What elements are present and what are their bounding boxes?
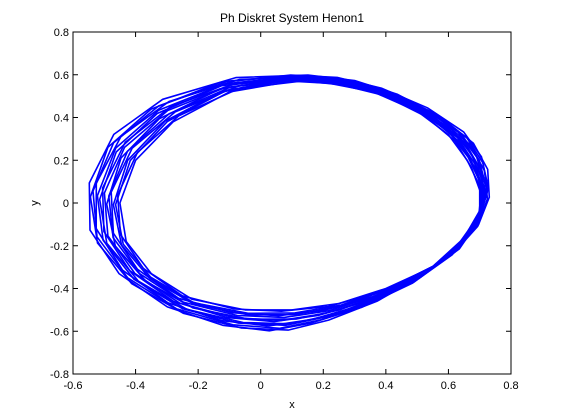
y-tick-label: 0 <box>63 198 69 210</box>
y-tick-label: 0.6 <box>54 70 69 82</box>
y-tick-label: -0.2 <box>50 241 69 253</box>
orbit-loop <box>88 74 491 332</box>
y-tick-label: 0.8 <box>54 27 69 39</box>
y-tick-label: -0.6 <box>50 326 69 338</box>
orbit-loop <box>95 75 489 327</box>
orbit-loop <box>116 80 482 312</box>
x-tick-label: -0.2 <box>189 380 208 392</box>
y-tick-label: -0.8 <box>50 369 69 381</box>
y-tick-label: 0.4 <box>54 113 69 125</box>
x-tick-label: -0.6 <box>64 380 83 392</box>
y-axis: -0.8 -0.6 -0.4 -0.2 0 0.2 0.4 0.6 0.8 <box>50 27 511 381</box>
series-layer <box>88 74 491 332</box>
chart-title: Ph Diskret System Henon1 <box>220 11 364 25</box>
y-axis-label: y <box>29 200 41 206</box>
x-tick-label: 0.4 <box>378 380 393 392</box>
x-tick-label: 0.6 <box>441 380 456 392</box>
orbit-loop <box>101 77 487 323</box>
x-tick-label: -0.4 <box>126 380 145 392</box>
orbit-loop <box>114 79 482 315</box>
x-axis: -0.6 -0.4 -0.2 0 0.2 0.4 0.6 0.8 <box>64 32 519 392</box>
y-tick-label: 0.2 <box>54 155 69 167</box>
x-axis-label: x <box>289 399 295 411</box>
orbit-loop <box>108 78 484 319</box>
orbit-loop <box>110 78 484 317</box>
y-tick-label: -0.4 <box>50 284 69 296</box>
x-tick-label: 0.8 <box>503 380 518 392</box>
x-tick-label: 0 <box>258 380 264 392</box>
x-tick-label: 0.2 <box>316 380 331 392</box>
